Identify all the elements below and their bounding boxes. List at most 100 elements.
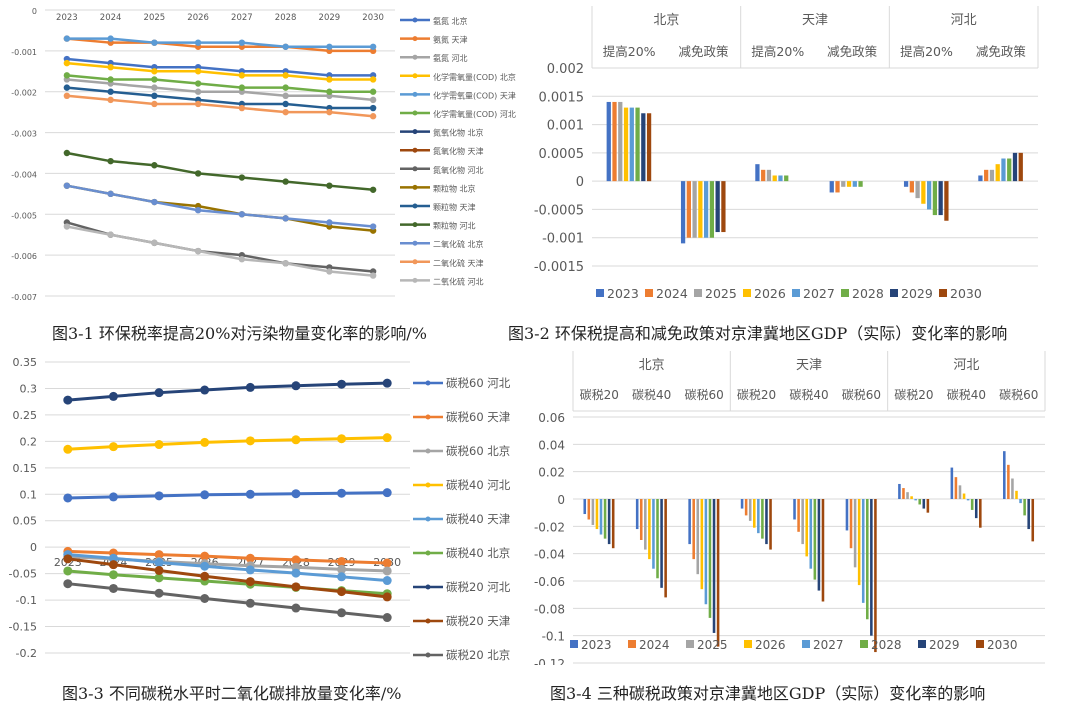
bar — [1023, 499, 1026, 516]
bar — [664, 499, 667, 598]
data-point — [154, 565, 164, 575]
bar — [721, 181, 726, 233]
region-label: 河北 — [953, 358, 979, 373]
data-point — [63, 579, 73, 589]
y-tick-label: -0.001 — [542, 232, 584, 247]
bar — [629, 107, 634, 182]
data-point — [238, 72, 246, 79]
bar — [660, 499, 663, 588]
data-point — [382, 488, 392, 498]
bar — [958, 485, 962, 499]
bar — [841, 181, 846, 187]
series-line — [67, 436, 388, 451]
y-tick-label: -0.006 — [11, 252, 37, 261]
region-label: 天津 — [802, 13, 828, 28]
data-point — [291, 568, 301, 578]
legend-marker — [412, 36, 418, 42]
caption-fig3-1: 图3-1 环保税率提高20%对污染物量变化率的影响/% — [52, 324, 428, 343]
x-tick-label: 2030 — [362, 13, 384, 23]
legend-marker — [412, 259, 418, 265]
bar — [1012, 152, 1018, 182]
y-tick-label: 0.3 — [20, 382, 38, 395]
y-tick-label: -0.05 — [9, 568, 37, 581]
legend-marker — [425, 618, 431, 624]
data-point — [108, 583, 118, 593]
series-line — [66, 61, 374, 81]
data-point — [151, 239, 158, 247]
data-point — [337, 379, 347, 389]
y-tick-label: -0.08 — [534, 602, 565, 616]
data-point — [326, 268, 333, 275]
legend-label: 碳税60 河北 — [446, 376, 511, 390]
bar — [1015, 490, 1018, 499]
x-tick-label: 2028 — [275, 13, 297, 23]
category-label: 碳税40 — [947, 388, 986, 402]
data-point — [63, 554, 73, 564]
bar — [938, 181, 943, 216]
data-point — [238, 211, 246, 218]
category-label: 减免政策 — [827, 44, 878, 59]
legend-label: 化学需氧量(COD) 天津 — [433, 90, 516, 100]
bar — [793, 499, 796, 520]
y-tick-label: -0.007 — [11, 293, 37, 302]
bar — [680, 181, 686, 244]
legend-label: 氮氧化物 北京 — [433, 128, 484, 138]
bar — [606, 101, 611, 182]
legend-label: 二氧化硫 天津 — [433, 258, 484, 268]
category-label: 碳税20 — [737, 388, 776, 402]
data-point — [200, 385, 210, 395]
legend-label: 碳税60 天津 — [446, 410, 510, 424]
data-point — [282, 215, 289, 222]
legend-swatch — [596, 289, 604, 297]
bar — [974, 499, 978, 519]
data-point — [369, 76, 377, 83]
category-label: 碳税60 — [684, 388, 723, 402]
bar — [962, 493, 966, 499]
category-label: 减免政策 — [678, 44, 729, 59]
x-tick-label: 2027 — [231, 13, 253, 23]
data-point — [154, 388, 164, 398]
data-point — [154, 491, 164, 501]
data-point — [238, 39, 246, 46]
legend-swatch — [860, 640, 868, 648]
data-point — [282, 43, 289, 50]
data-point — [107, 35, 114, 42]
data-point — [282, 72, 289, 79]
bar — [611, 499, 615, 549]
data-point — [107, 96, 114, 104]
bar — [765, 499, 768, 545]
series-line — [66, 78, 374, 102]
x-tick-label: 2023 — [56, 13, 78, 23]
bar — [709, 181, 715, 238]
bar — [813, 499, 817, 580]
bar — [829, 181, 834, 193]
bar — [708, 499, 712, 618]
y-tick-label: -0.1 — [542, 630, 565, 644]
data-point — [291, 381, 301, 391]
category-label: 碳税40 — [789, 388, 828, 402]
y-tick-label: 0 — [30, 541, 37, 554]
data-point — [245, 565, 255, 575]
legend-label: 颗粒物 北京 — [433, 183, 476, 193]
bar — [861, 499, 865, 603]
legend-marker — [412, 91, 418, 97]
bar — [641, 113, 646, 182]
legend-label: 碳税40 北京 — [446, 546, 510, 560]
legend-swatch — [802, 640, 810, 648]
legend-label: 2023 — [607, 286, 639, 301]
bar — [688, 499, 691, 545]
legend-label: 化学需氧量(COD) 河北 — [433, 109, 516, 119]
bar — [944, 181, 949, 221]
bar — [979, 499, 982, 528]
bar — [989, 169, 995, 182]
data-point — [369, 104, 377, 112]
bar — [648, 499, 651, 560]
bar — [845, 499, 849, 531]
legend-marker — [412, 222, 418, 228]
chart-fig3-3: 0.35 0.3 0.25 0.2 0.15 0.1 0.05 0 -0.05 -0.1 -0.15… — [9, 356, 511, 662]
legend-swatch — [694, 289, 702, 297]
data-point — [245, 577, 255, 587]
data-point — [337, 572, 347, 582]
y-tick-label: -0.04 — [534, 548, 565, 562]
bar — [591, 499, 595, 525]
